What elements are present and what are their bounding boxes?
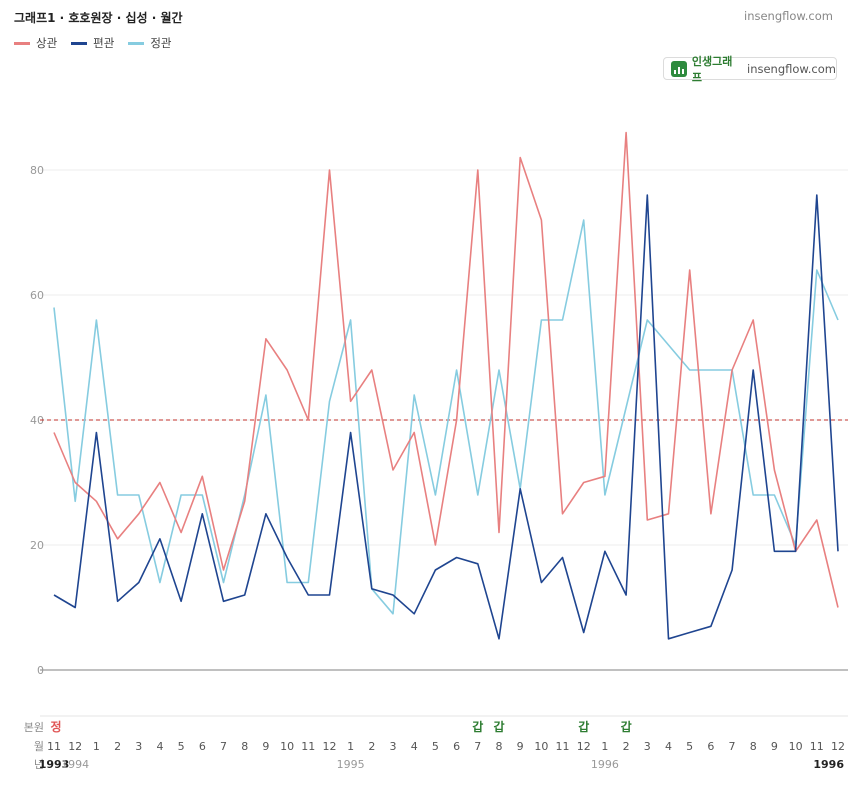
legend-swatch-pyeongwan: [71, 41, 88, 45]
stem-marker-gap: 갑: [621, 720, 632, 734]
series-line-jeonggwan: [53, 219, 839, 615]
legend-swatch-sanggwan: [14, 41, 30, 45]
month-tick-label: 11: [47, 740, 61, 753]
year-tick-label: 1996: [591, 758, 619, 771]
month-tick-label: 11: [301, 740, 315, 753]
legend-item-pyeongwan[interactable]: 편관: [71, 35, 114, 51]
y-tick-label: 40: [30, 414, 44, 427]
chart-logo-icon: [671, 60, 687, 77]
month-tick-label: 12: [322, 740, 336, 753]
month-tick-label: 6: [199, 740, 206, 753]
month-tick-label: 11: [556, 740, 570, 753]
month-tick-label: 2: [368, 740, 375, 753]
month-tick-label: 12: [68, 740, 82, 753]
month-tick-label: 4: [665, 740, 672, 753]
legend-item-jeonggwan[interactable]: 정관: [128, 35, 172, 51]
y-tick-label: 80: [30, 164, 44, 177]
row-label-bonwon: 본원: [24, 721, 44, 734]
legend-label-jeonggwan: 정관: [150, 36, 172, 50]
stem-marker-gap: 갑: [578, 720, 589, 734]
month-tick-label: 4: [156, 740, 163, 753]
month-tick-label: 1: [93, 740, 100, 753]
legend-label-pyeongwan: 편관: [93, 36, 115, 50]
month-tick-label: 3: [390, 740, 397, 753]
month-tick-label: 10: [534, 740, 548, 753]
month-tick-label: 5: [432, 740, 439, 753]
month-tick-label: 8: [241, 740, 248, 753]
month-tick-label: 1: [601, 740, 608, 753]
y-tick-label: 60: [30, 289, 44, 302]
month-tick-label: 3: [644, 740, 651, 753]
legend-item-sanggwan[interactable]: 상관: [14, 35, 57, 51]
stem-marker-gap: 갑: [493, 720, 504, 734]
stem-marker-gap: 갑: [472, 720, 483, 734]
month-tick-label: 2: [114, 740, 121, 753]
row-label-month: 월: [34, 740, 44, 753]
year-tick-label: 1996: [813, 758, 844, 771]
stem-marker-jeong: 정: [50, 719, 61, 734]
month-tick-label: 9: [771, 740, 778, 753]
legend-label-sanggwan: 상관: [36, 36, 58, 50]
month-tick-label: 3: [135, 740, 142, 753]
month-tick-label: 9: [517, 740, 524, 753]
month-tick-label: 12: [831, 740, 845, 753]
legend-swatch-jeonggwan: [128, 41, 145, 45]
month-tick-label: 9: [262, 740, 269, 753]
row-label-year: 년: [34, 758, 44, 771]
month-tick-label: 1: [347, 740, 354, 753]
month-tick-label: 4: [411, 740, 418, 753]
chart-title: 그래프1 · 호호원장 · 십성 · 월간: [14, 11, 183, 25]
month-tick-label: 11: [810, 740, 824, 753]
y-tick-label: 20: [30, 539, 44, 552]
brand-badge[interactable]: 인생그래프 insengflow.com: [663, 55, 837, 84]
month-tick-label: 12: [577, 740, 591, 753]
month-tick-label: 2: [623, 740, 630, 753]
month-tick-label: 8: [750, 740, 757, 753]
series-line-sanggwan: [53, 131, 839, 608]
month-tick-label: 6: [707, 740, 714, 753]
brand-name: 인생그래프: [691, 54, 733, 84]
series-line-pyeongwan: [53, 194, 839, 640]
year-tick-label: 1995: [337, 758, 365, 771]
site-label: insengflow.com: [744, 9, 833, 23]
month-tick-label: 7: [474, 740, 481, 753]
month-tick-label: 8: [495, 740, 502, 753]
month-tick-label: 6: [453, 740, 460, 753]
month-tick-label: 10: [280, 740, 294, 753]
year-tick-label: 1993: [39, 758, 70, 771]
legend: 상관 편관 정관: [14, 35, 172, 51]
month-tick-label: 10: [789, 740, 803, 753]
month-tick-label: 7: [220, 740, 227, 753]
year-tick-label: 1994: [61, 758, 89, 771]
brand-site: insengflow.com: [747, 61, 836, 76]
month-tick-label: 5: [178, 740, 185, 753]
month-tick-label: 5: [686, 740, 693, 753]
month-tick-label: 7: [729, 740, 736, 753]
